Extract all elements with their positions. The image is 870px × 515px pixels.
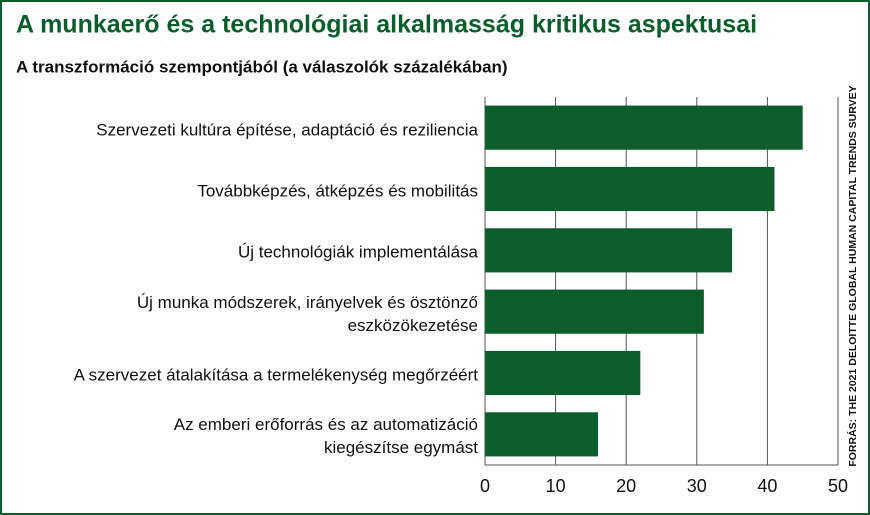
source: FORRÁS: THE 2021 DELOITTE GLOBAL HUMAN C… [846, 85, 859, 466]
category-label: Továbbképzés, átképzés és mobilitás [197, 181, 478, 201]
category-label: A szervezet átalakítása a termelékenység… [73, 365, 478, 385]
bar [485, 412, 598, 457]
category-label: Az emberi erőforrás és az automatizáció … [173, 415, 478, 458]
bar [485, 350, 641, 396]
x-tick-label: 10 [546, 476, 566, 496]
category-label: Új munka módszerek, irányelvek és ösztön… [136, 292, 478, 335]
category-label: Szervezeti kultúra építése, adaptáció és… [96, 120, 478, 140]
x-tick-label: 0 [480, 476, 490, 496]
bar [485, 289, 704, 334]
bar [485, 166, 775, 212]
x-tick-label: 40 [757, 476, 777, 496]
x-tick-label: 20 [616, 476, 636, 496]
chart-title: A munkaerő és a technológiai alkalmasság… [16, 11, 757, 39]
category-label: Új technológiák implementálása [237, 242, 478, 262]
chart-subtitle: A transzformáció szempontjából (a válasz… [16, 57, 508, 76]
bar [485, 228, 733, 273]
bar [485, 105, 803, 150]
x-tick-label: 30 [687, 476, 707, 496]
x-tick-label: 50 [828, 476, 848, 496]
